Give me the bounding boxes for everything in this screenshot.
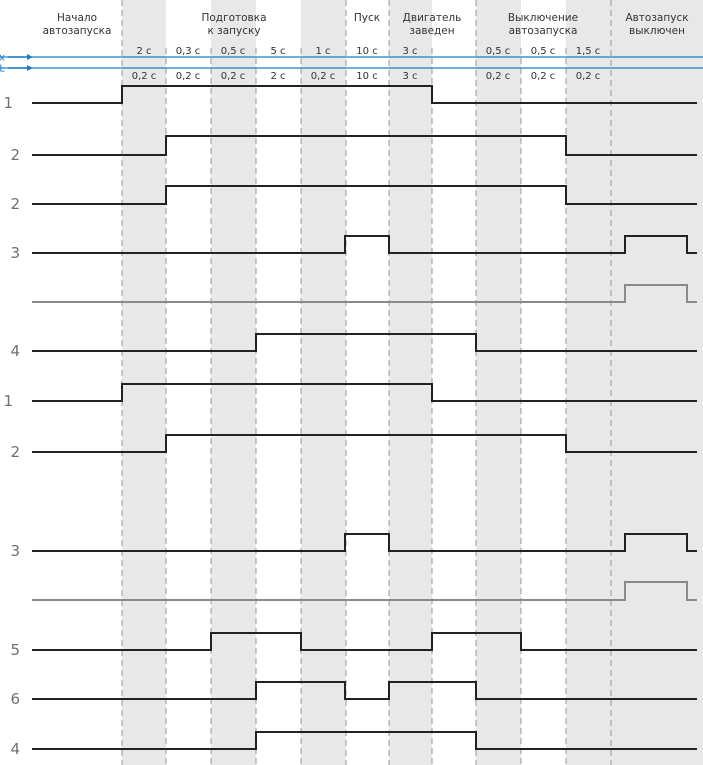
timing-row-marker: L bbox=[0, 64, 5, 75]
signal-label: 3 bbox=[10, 542, 20, 560]
timing-value-row2: 0,2 с bbox=[531, 71, 556, 82]
background-shading bbox=[122, 0, 703, 765]
shade-band bbox=[301, 0, 346, 765]
signal-label-number: 1 bbox=[3, 94, 13, 112]
shade-band bbox=[122, 0, 166, 765]
signal-label: 4 bbox=[10, 740, 20, 758]
signal-label: 4 bbox=[10, 342, 20, 360]
signal-trace bbox=[32, 434, 697, 453]
signal-trace bbox=[32, 185, 697, 205]
signal-trace bbox=[32, 135, 697, 156]
timing-value-row1: 5 с bbox=[270, 46, 285, 57]
phase-header-line: Пуск bbox=[354, 12, 380, 24]
timing-value-row2: 0,2 с bbox=[176, 71, 201, 82]
signal-trace bbox=[32, 383, 697, 402]
signal-label: 3 bbox=[10, 244, 20, 262]
phase-header-line: Выключение bbox=[508, 12, 578, 24]
phase-header-running: Двигатель заведен bbox=[403, 12, 462, 37]
grid-lines bbox=[121, 0, 612, 765]
signal-trace bbox=[32, 632, 697, 651]
phase-header-line: заведен bbox=[409, 25, 454, 37]
timing-value-row1: 0,5 с bbox=[531, 46, 556, 57]
signal-label: 2 bbox=[10, 443, 20, 461]
phase-header-line: Начало bbox=[57, 12, 97, 24]
timing-value-row1: 0,5 с bbox=[486, 46, 511, 57]
timing-value-row2: 0,2 с bbox=[576, 71, 601, 82]
timing-value-row1: 2 с bbox=[136, 46, 151, 57]
timing-value-row1: 3 с bbox=[402, 46, 417, 57]
signal-label: 2 bbox=[10, 195, 20, 213]
signal-trace bbox=[32, 235, 697, 254]
timing-value-row2: 0,2 с bbox=[486, 71, 511, 82]
signal-trace bbox=[32, 681, 697, 700]
shade-band bbox=[611, 0, 703, 765]
signal-trace bbox=[32, 333, 697, 352]
signal-traces: a1 2 2 3 4 a1 2 3 5 6 4 bbox=[0, 85, 697, 758]
timing-value-row1: 10 с bbox=[356, 46, 377, 57]
shade-band bbox=[389, 0, 432, 765]
phase-header-line: автозапуска bbox=[509, 25, 578, 37]
phase-header-start: Начало автозапуска bbox=[43, 12, 112, 37]
shade-band bbox=[566, 0, 611, 765]
timing-value-row2: 0,2 с bbox=[221, 71, 246, 82]
phase-header-line: автозапуска bbox=[43, 25, 112, 37]
timing-value-row2: 0,2 с bbox=[311, 71, 336, 82]
timing-reference-lines: xL bbox=[0, 53, 703, 75]
signal-label: 6 bbox=[10, 690, 20, 708]
signal-label: 5 bbox=[10, 641, 20, 659]
signal-label-number: 1 bbox=[3, 392, 13, 410]
signal-trace bbox=[32, 731, 697, 750]
signal-trace bbox=[32, 85, 697, 104]
signal-trace bbox=[32, 581, 697, 601]
signal-label: 2 bbox=[10, 146, 20, 164]
timing-values: 2 с 0,3 с 0,5 с 5 с 1 с 10 с 3 с 0,5 с 0,5 с 1,5 … bbox=[132, 46, 601, 82]
phase-header-line: выключен bbox=[629, 25, 685, 37]
shade-band bbox=[476, 0, 521, 765]
signal-trace bbox=[32, 533, 697, 552]
timing-value-row2: 2 с bbox=[270, 71, 285, 82]
phase-header-line: Двигатель bbox=[403, 12, 462, 24]
shade-band bbox=[211, 0, 256, 765]
phase-header-line: Автозапуск bbox=[625, 12, 688, 24]
timing-value-row1: 1,5 с bbox=[576, 46, 601, 57]
phase-header-shutdown: Выключение автозапуска bbox=[508, 12, 578, 37]
timing-value-row2: 3 с bbox=[402, 71, 417, 82]
signal-trace bbox=[32, 284, 697, 303]
timing-value-row2: 0,2 с bbox=[132, 71, 157, 82]
timing-arrow-head bbox=[27, 54, 33, 60]
timing-value-row1: 0,3 с bbox=[176, 46, 201, 57]
phase-header-line: к запуску bbox=[207, 25, 260, 37]
phase-header-prep: Подготовка к запуску bbox=[201, 12, 266, 37]
phase-header-off: Автозапуск выключен bbox=[625, 12, 688, 37]
timing-value-row1: 1 с bbox=[315, 46, 330, 57]
phase-header-crank: Пуск bbox=[354, 12, 380, 24]
phase-header-line: Подготовка bbox=[201, 12, 266, 24]
timing-value-row2: 10 с bbox=[356, 71, 377, 82]
timing-value-row1: 0,5 с bbox=[221, 46, 246, 57]
timing-row-marker: x bbox=[0, 53, 5, 64]
signal-label: a1 bbox=[0, 392, 13, 410]
signal-label: a1 bbox=[0, 94, 13, 112]
timing-arrow-head bbox=[27, 65, 33, 71]
